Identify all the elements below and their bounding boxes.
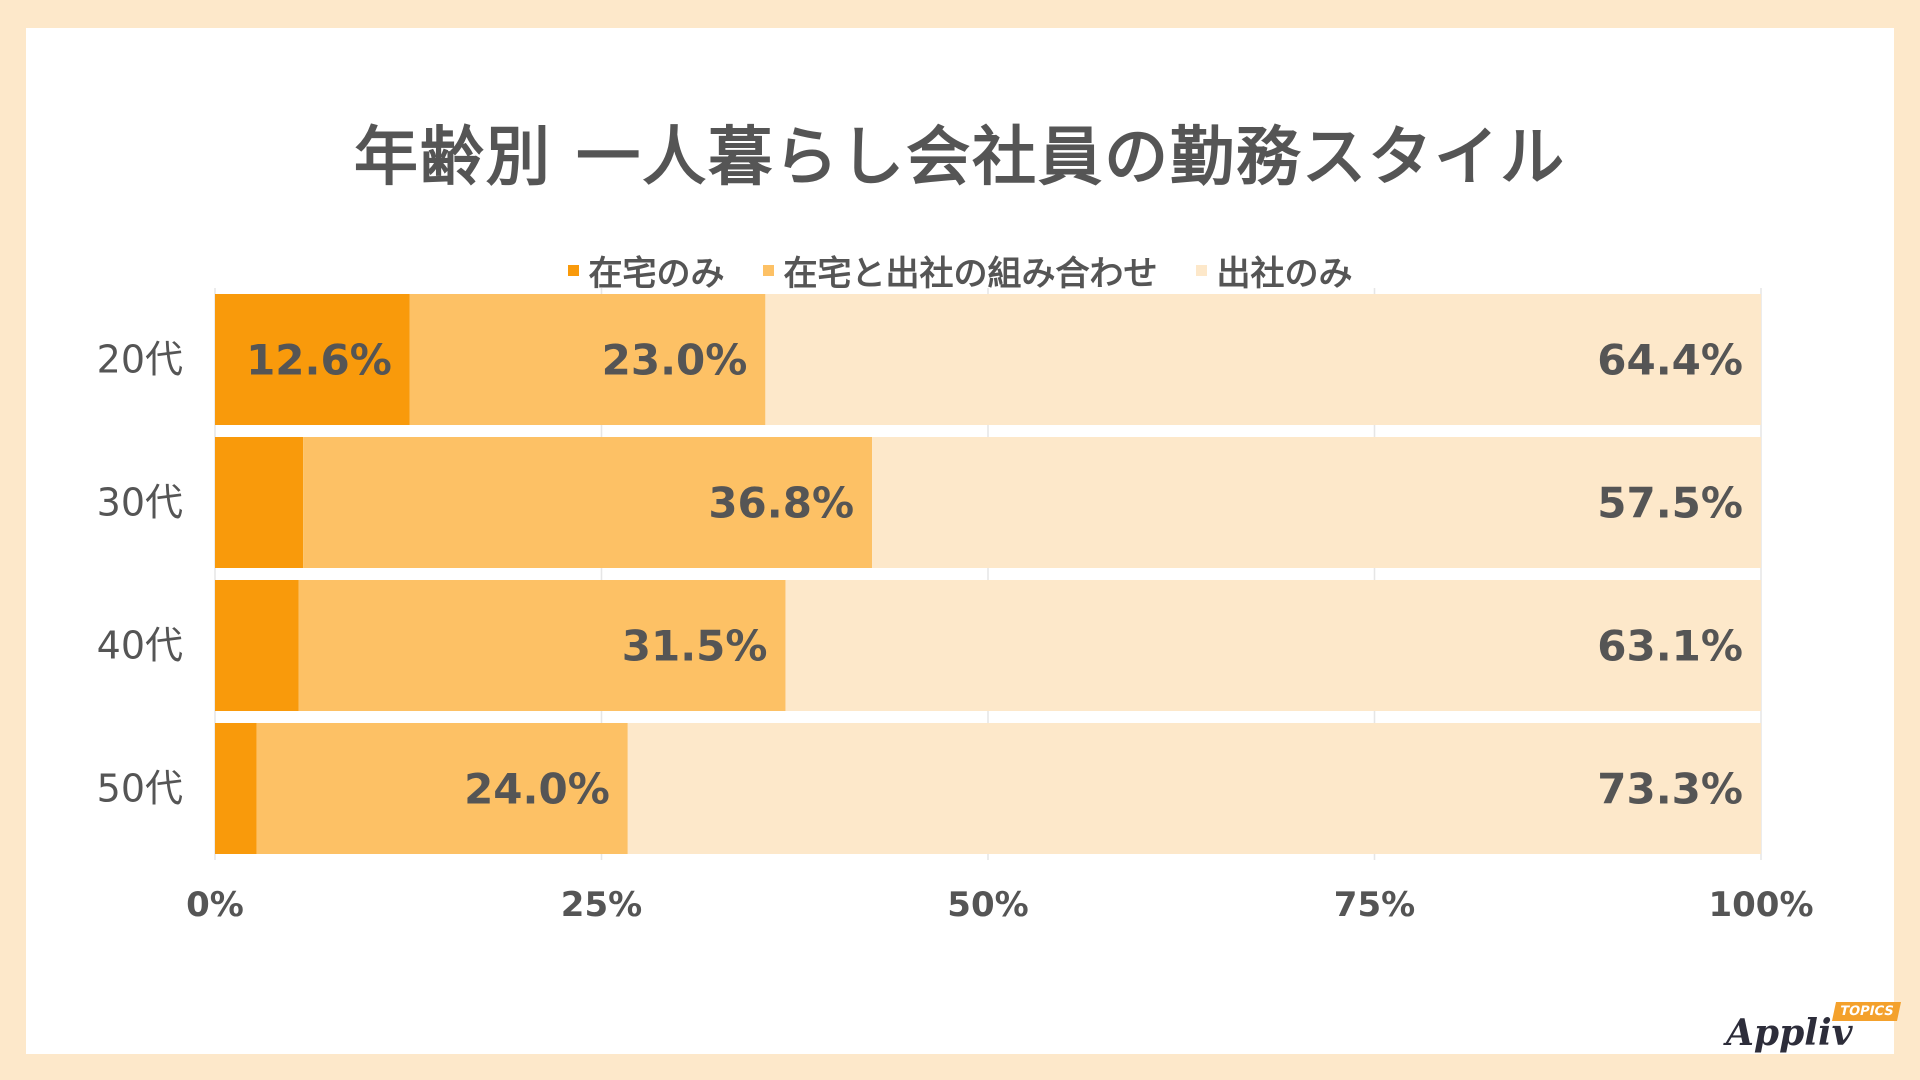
data-label: 63.1% bbox=[1597, 622, 1743, 671]
legend-item-home-only: 在宅のみ bbox=[567, 246, 725, 295]
stacked-bar-chart: 0% 25% 50% 75% 100% 20代 12.6% 23.0% 64.4% 30代 36.8… bbox=[97, 288, 1814, 925]
bar-segment bbox=[215, 437, 304, 568]
x-tick-label: 25% bbox=[561, 885, 642, 925]
legend: 在宅のみ 在宅と出社の組み合わせ 出社のみ bbox=[26, 246, 1894, 295]
legend-item-hybrid: 在宅と出社の組み合わせ bbox=[762, 246, 1158, 295]
bar-segment bbox=[785, 580, 1761, 711]
data-label: 64.4% bbox=[1597, 336, 1743, 385]
x-tick-label: 50% bbox=[947, 885, 1028, 925]
logo-badge: TOPICS bbox=[1831, 1002, 1902, 1021]
legend-swatch-home-only bbox=[567, 265, 579, 276]
bar-segment bbox=[215, 723, 257, 854]
bar-segment bbox=[872, 437, 1761, 568]
data-label: 23.0% bbox=[602, 336, 748, 385]
legend-label-hybrid: 在宅と出社の組み合わせ bbox=[783, 254, 1158, 294]
category-label: 30代 bbox=[97, 481, 183, 525]
bar-segment bbox=[303, 437, 873, 568]
data-label: 57.5% bbox=[1597, 479, 1743, 528]
x-tick-label: 0% bbox=[186, 885, 244, 925]
data-label: 36.8% bbox=[708, 479, 854, 528]
x-tick-label: 100% bbox=[1708, 885, 1813, 925]
bar-segment bbox=[765, 294, 1761, 425]
bar-segment bbox=[215, 294, 410, 425]
legend-swatch-hybrid bbox=[762, 265, 774, 276]
data-label: 12.6% bbox=[246, 336, 392, 385]
logo-text: Appliv bbox=[1726, 1012, 1853, 1054]
bar-segment bbox=[256, 723, 628, 854]
category-label: 50代 bbox=[97, 767, 183, 811]
data-label: 24.0% bbox=[464, 765, 610, 814]
bar-segment bbox=[627, 723, 1761, 854]
category-label: 20代 bbox=[97, 338, 183, 382]
legend-swatch-office-only bbox=[1195, 265, 1207, 276]
legend-label-home-only: 在宅のみ bbox=[588, 254, 725, 294]
legend-label-office-only: 出社のみ bbox=[1216, 254, 1353, 294]
chart-card: 年齢別 一人暮らし会社員の勤務スタイル 在宅のみ 在宅と出社の組み合わせ 出社の… bbox=[26, 28, 1902, 1054]
data-label: 73.3% bbox=[1597, 765, 1743, 814]
bar-segment bbox=[409, 294, 766, 425]
appliv-logo: Appliv TOPICS bbox=[1726, 1002, 1902, 1062]
data-label: 31.5% bbox=[622, 622, 768, 671]
bar-segment bbox=[215, 580, 299, 711]
chart-title: 年齢別 一人暮らし会社員の勤務スタイル bbox=[353, 121, 1567, 195]
category-label: 40代 bbox=[97, 624, 183, 668]
x-tick-label: 75% bbox=[1334, 885, 1415, 925]
bar-segment bbox=[298, 580, 786, 711]
legend-item-office-only: 出社のみ bbox=[1195, 246, 1353, 295]
